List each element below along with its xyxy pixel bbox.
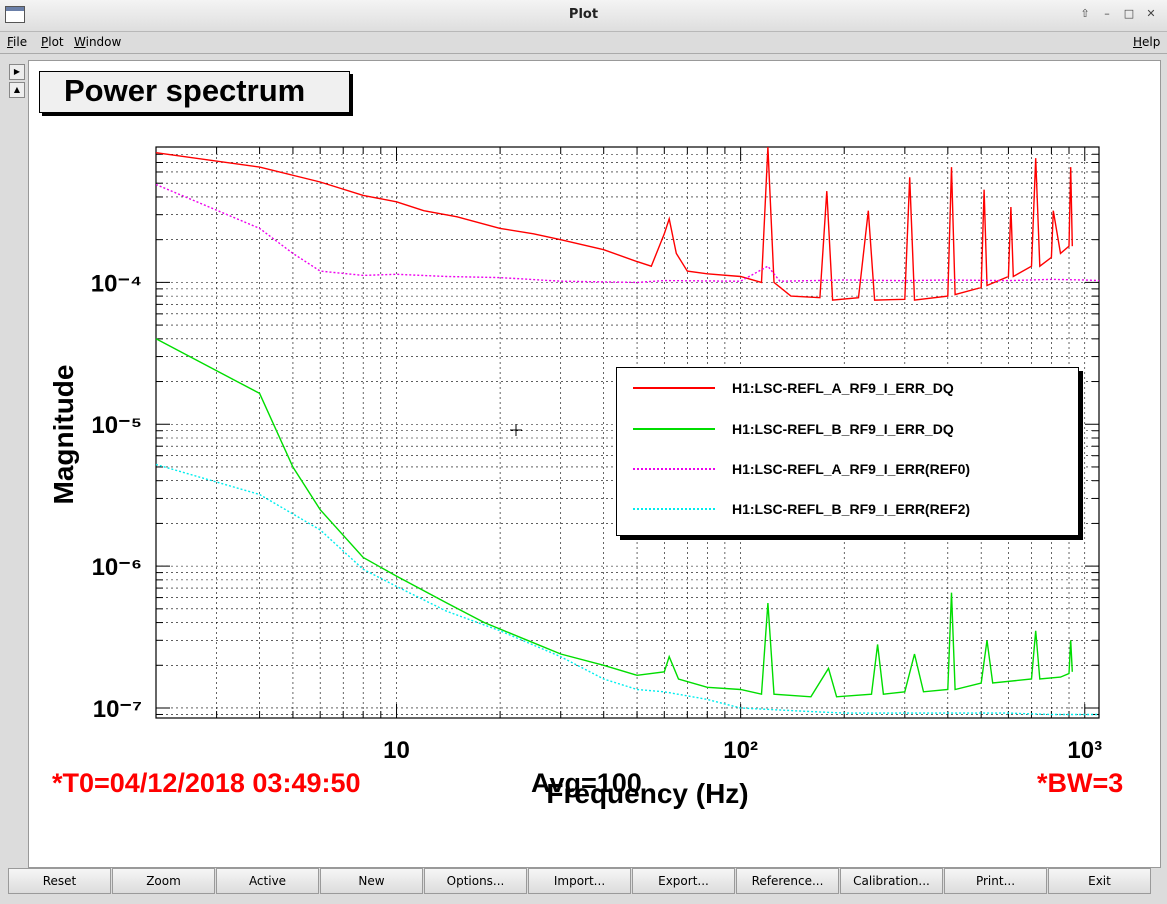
plot-title: Power spectrum [39, 71, 350, 113]
legend-label: H1:LSC-REFL_A_RF9_I_ERR_DQ [732, 380, 954, 396]
active-button[interactable]: Active [216, 868, 319, 894]
shade-icon[interactable]: ⇧ [1080, 7, 1090, 20]
arrow-right-icon[interactable]: ▶ [9, 64, 25, 80]
calibration-button[interactable]: Calibration... [840, 868, 943, 894]
legend-entry: H1:LSC-REFL_A_RF9_I_ERR_DQ [617, 378, 1078, 398]
exit-button[interactable]: Exit [1048, 868, 1151, 894]
avg-label: Avg=100 [531, 768, 642, 798]
menu-file[interactable]: File [7, 35, 28, 49]
maximize-icon[interactable]: □ [1123, 7, 1135, 20]
bw-label: *BW=3 [1037, 768, 1124, 798]
legend-swatch [633, 468, 715, 470]
menu-window[interactable]: Window [74, 35, 122, 49]
export-button[interactable]: Export... [632, 868, 735, 894]
zoom-button[interactable]: Zoom [112, 868, 215, 894]
legend: H1:LSC-REFL_A_RF9_I_ERR_DQ H1:LSC-REFL_B_… [616, 367, 1079, 536]
y-tick-label: 10⁻⁵ [91, 412, 142, 439]
legend-label: H1:LSC-REFL_A_RF9_I_ERR(REF0) [732, 461, 971, 477]
menu-plot[interactable]: Plot [41, 35, 64, 49]
reset-button[interactable]: Reset [8, 868, 111, 894]
side-buttons: ▶ ▲ [9, 64, 25, 100]
print-button[interactable]: Print... [944, 868, 1047, 894]
legend-entry: H1:LSC-REFL_A_RF9_I_ERR(REF0) [617, 459, 1078, 479]
reference-button[interactable]: Reference... [736, 868, 839, 894]
close-icon[interactable]: ✕ [1146, 7, 1156, 20]
window-title: Plot [568, 7, 599, 22]
menu-help[interactable]: Help [1133, 35, 1161, 49]
t0-label: *T0=04/12/2018 03:49:50 [52, 768, 361, 798]
legend-swatch [633, 428, 715, 430]
legend-label: H1:LSC-REFL_B_RF9_I_ERR(REF2) [732, 501, 971, 517]
options-button[interactable]: Options... [424, 868, 527, 894]
minimize-icon[interactable]: – [1104, 7, 1110, 20]
series-line-4 [155, 463, 1099, 716]
app-window-icon[interactable] [5, 6, 25, 23]
legend-swatch [633, 508, 715, 510]
import-button[interactable]: Import... [528, 868, 631, 894]
menu-bar: File Plot Window Help [0, 31, 1167, 54]
y-tick-label: 10⁻⁶ [92, 554, 142, 581]
series-line-1 [155, 146, 1073, 301]
x-tick-label: 10² [723, 737, 758, 764]
y-tick-label: 10⁻⁴ [91, 270, 142, 297]
y-tick-label: 10⁻⁷ [93, 696, 142, 723]
plot-frame [155, 146, 1100, 719]
series-line-2 [155, 338, 1073, 698]
plot-canvas[interactable]: 10 10² 10³ 10⁻⁷ 10⁻⁶ 10⁻⁵ 10⁻⁴ Frequency (Hz) Ma… [28, 60, 1161, 868]
legend-label: H1:LSC-REFL_B_RF9_I_ERR_DQ [732, 421, 954, 437]
legend-swatch [633, 387, 715, 389]
legend-entry: H1:LSC-REFL_B_RF9_I_ERR(REF2) [617, 499, 1078, 519]
arrow-up-icon[interactable]: ▲ [9, 82, 25, 98]
new-button[interactable]: New [320, 868, 423, 894]
x-tick-label: 10 [383, 737, 410, 764]
window-titlebar: Plot ⇧ – □ ✕ [0, 0, 1167, 32]
x-axis-label: Frequency (Hz) [546, 778, 748, 809]
button-bar: Reset Zoom Active New Options... Import... Exp… [0, 866, 1167, 904]
series-line-3 [155, 183, 1100, 284]
y-axis-label: Magnitude [48, 365, 79, 505]
legend-entry: H1:LSC-REFL_B_RF9_I_ERR_DQ [617, 419, 1078, 439]
x-tick-label: 10³ [1067, 737, 1102, 764]
